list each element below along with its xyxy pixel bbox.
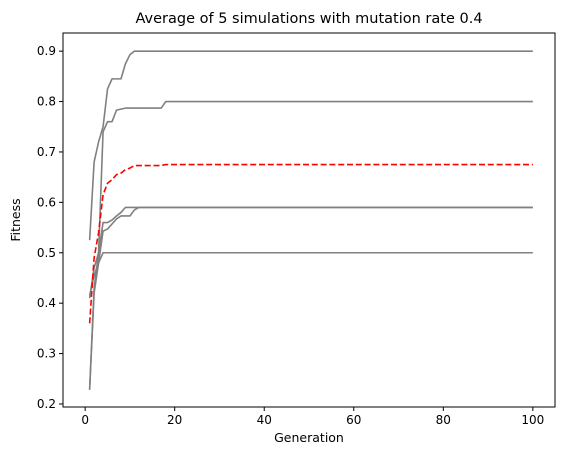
- chart-title: Average of 5 simulations with mutation r…: [135, 11, 482, 27]
- x-axis-label: Generation: [274, 430, 344, 445]
- simulation-line-3: [88, 206, 533, 390]
- y-tick-label: 0.7: [37, 145, 56, 159]
- y-axis-label: Fitness: [8, 198, 23, 241]
- simulation-line-2: [88, 100, 533, 299]
- y-tick-label: 0.5: [37, 246, 56, 260]
- y-tick-label: 0.9: [37, 44, 56, 58]
- y-tick-label: 0.2: [37, 397, 56, 411]
- y-tick-label: 0.8: [37, 95, 56, 109]
- y-tick-label: 0.6: [37, 195, 56, 209]
- plot-frame: [62, 32, 556, 408]
- x-tick-label: 0: [81, 413, 89, 427]
- y-tick-label: 0.3: [37, 347, 56, 361]
- x-tick-label: 60: [346, 413, 361, 427]
- average-line: [88, 163, 533, 324]
- simulation-line-1: [88, 50, 533, 241]
- x-tick-label: 100: [521, 413, 544, 427]
- x-tick-label: 80: [436, 413, 451, 427]
- y-tick-label: 0.4: [37, 296, 56, 310]
- simulation-line-5: [88, 251, 533, 296]
- x-tick-label: 40: [257, 413, 272, 427]
- simulation-line-4: [88, 206, 533, 389]
- x-tick-label: 20: [167, 413, 182, 427]
